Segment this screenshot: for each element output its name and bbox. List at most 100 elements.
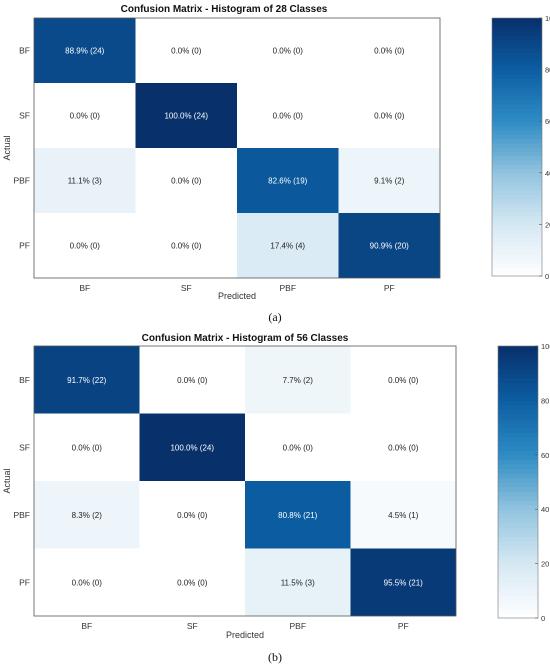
matrix-cell bbox=[34, 83, 136, 148]
colorbar-strip bbox=[492, 250, 542, 256]
colorbar-strip bbox=[498, 414, 538, 420]
cell-value-label: 88.9% (24) bbox=[65, 47, 104, 56]
colorbar-strip bbox=[492, 43, 542, 49]
colorbar-strip bbox=[498, 495, 538, 501]
colorbar-strip bbox=[498, 359, 538, 365]
matrix-cell bbox=[350, 346, 456, 414]
colorbar: 0 20 40 60 80 100 bbox=[497, 342, 550, 623]
colorbar-frame bbox=[491, 17, 543, 277]
cell-value-label: 0.0% (0) bbox=[374, 112, 405, 121]
plot-frame bbox=[33, 345, 457, 617]
y-tick-label: SF bbox=[19, 442, 30, 452]
colorbar-strip bbox=[498, 608, 538, 615]
matrix-cell bbox=[135, 148, 237, 213]
matrix-cell bbox=[34, 481, 140, 549]
colorbar-strip bbox=[498, 577, 538, 583]
y-axis-label: Actual bbox=[2, 468, 12, 493]
colorbar-strip bbox=[492, 142, 542, 148]
colorbar-strip bbox=[492, 104, 542, 109]
colorbar-strip bbox=[498, 518, 538, 524]
colorbar-strip bbox=[492, 159, 542, 165]
colorbar-strip bbox=[492, 48, 542, 53]
colorbar-strip bbox=[498, 504, 538, 510]
colorbar-strip bbox=[492, 99, 542, 105]
colorbar-strip bbox=[498, 386, 538, 392]
colorbar-strip bbox=[492, 190, 542, 195]
colorbar-strip bbox=[498, 346, 538, 352]
colorbar-strip bbox=[498, 550, 538, 556]
colorbar-strip bbox=[492, 181, 542, 187]
colorbar-strip bbox=[498, 450, 538, 456]
colorbar-strip bbox=[492, 168, 542, 174]
colorbar-strip bbox=[492, 112, 542, 118]
colorbar-strip bbox=[492, 78, 542, 84]
colorbar-strip bbox=[498, 441, 538, 447]
matrix-cell bbox=[237, 83, 339, 148]
matrix-cell bbox=[245, 481, 351, 549]
colorbar-strip bbox=[498, 486, 538, 492]
cell-value-label: 82.6% (19) bbox=[268, 177, 307, 186]
colorbar-tick-label: 0 bbox=[541, 614, 545, 623]
colorbar-strip bbox=[492, 202, 542, 208]
cell-value-label: 8.3% (2) bbox=[72, 511, 103, 520]
colorbar-strip bbox=[492, 254, 542, 260]
colorbar-strip bbox=[498, 423, 538, 429]
colorbar-strip bbox=[492, 237, 542, 243]
x-tick-label: BF bbox=[79, 283, 90, 293]
colorbar-strip bbox=[498, 350, 538, 356]
colorbar-strip bbox=[498, 500, 538, 506]
colorbar-strip bbox=[498, 355, 538, 361]
cell-value-label: 91.7% (22) bbox=[67, 376, 106, 385]
colorbar-strip bbox=[498, 527, 538, 533]
matrix-cell bbox=[350, 481, 456, 549]
matrix-cell bbox=[350, 413, 456, 481]
colorbar-strip bbox=[492, 39, 542, 45]
colorbar-strip bbox=[498, 540, 538, 547]
colorbar-strip bbox=[492, 155, 542, 161]
cell-value-label: 0.0% (0) bbox=[273, 47, 304, 56]
matrix-cell bbox=[245, 413, 351, 481]
matrix-cell bbox=[237, 148, 339, 213]
matrix-cell bbox=[245, 548, 351, 616]
colorbar-strip bbox=[498, 418, 538, 424]
colorbar-strip bbox=[498, 559, 538, 565]
colorbar-strip bbox=[498, 572, 538, 578]
x-tick-label: PF bbox=[384, 283, 395, 293]
y-tick-label: PF bbox=[19, 241, 30, 251]
y-tick-label: PBF bbox=[13, 176, 30, 186]
y-tick-labels: BF SF PBF PF bbox=[13, 375, 30, 588]
matrix-cell bbox=[139, 548, 245, 616]
colorbar-strip bbox=[498, 581, 538, 587]
matrix-cell bbox=[350, 548, 456, 616]
colorbar-tick-label: 20 bbox=[545, 220, 550, 229]
cell-value-label: 9.1% (2) bbox=[374, 177, 405, 186]
colorbar-tick-label: 80 bbox=[541, 396, 549, 405]
colorbar-strip bbox=[492, 271, 542, 277]
matrix-cell bbox=[34, 213, 136, 278]
colorbar-tick-label: 60 bbox=[545, 117, 550, 126]
colorbar-strip bbox=[492, 129, 542, 135]
matrix-cells: 91.7% (22) 0.0% (0) 7.7% (2) 0.0% (0) 0.0% (… bbox=[34, 346, 456, 616]
colorbar-strip bbox=[492, 177, 542, 182]
colorbar-strip bbox=[492, 121, 542, 127]
colorbar-strip bbox=[498, 472, 538, 479]
colorbar-strip bbox=[498, 545, 538, 551]
colorbar-strip bbox=[492, 207, 542, 213]
colorbar-strip bbox=[498, 477, 538, 483]
x-tick-label: SF bbox=[181, 283, 192, 293]
colorbar-strip bbox=[498, 531, 538, 537]
x-tick-labels: BF SF PBF PF bbox=[81, 621, 408, 631]
panel-label: (b) bbox=[268, 650, 282, 664]
colorbar-tick-label: 0 bbox=[545, 272, 549, 281]
matrix-cell bbox=[237, 213, 339, 278]
matrix-cell bbox=[338, 18, 440, 83]
matrix-cell bbox=[34, 413, 140, 481]
colorbar-strip bbox=[498, 395, 538, 401]
colorbar-strip bbox=[492, 18, 542, 23]
colorbar-tick-label: 20 bbox=[541, 560, 549, 569]
colorbar-strip bbox=[498, 590, 538, 596]
y-tick-label: SF bbox=[19, 111, 30, 121]
colorbar-strip bbox=[498, 522, 538, 528]
colorbar-strip bbox=[492, 26, 542, 32]
